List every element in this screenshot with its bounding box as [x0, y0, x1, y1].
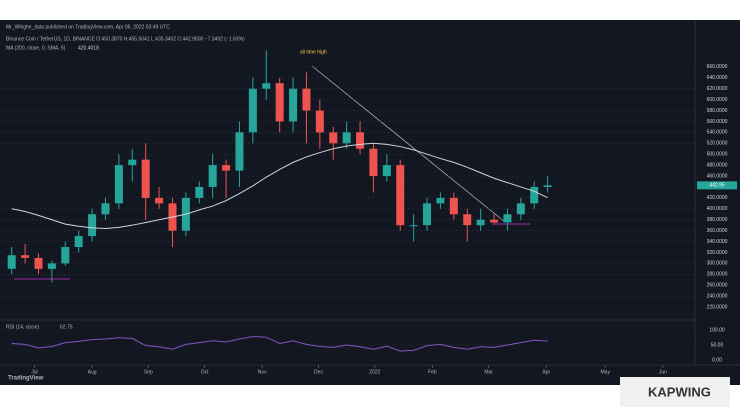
candle-body [356, 132, 365, 149]
candle-body [141, 159, 150, 198]
y-tick-label: 280.0000 [707, 272, 728, 278]
chart-background [0, 20, 740, 385]
x-tick-label: Jul [31, 369, 37, 375]
ma-line [11, 142, 548, 229]
candle-body [409, 225, 418, 227]
candle-body [114, 165, 123, 204]
x-tick-label: Dec [314, 369, 323, 375]
candle-body [235, 132, 244, 171]
watermark: KAPWING [648, 384, 711, 399]
candle-body [302, 88, 311, 111]
candle-body [101, 203, 110, 215]
chart-subtitle: Binance Coin / TetherUS, 1D, BINANCE O:4… [6, 36, 245, 42]
candle-body [208, 165, 217, 187]
y-tick-label: 600.0000 [707, 97, 728, 103]
y-tick-label: 240.0000 [707, 293, 728, 299]
last-price-box [697, 181, 737, 190]
candle-body [503, 214, 512, 223]
rsi-label: RSI (14, close) [6, 324, 39, 330]
y-tick-label: 340.0000 [707, 239, 728, 245]
candle-body [248, 88, 257, 133]
rsi-value: 62.75 [60, 324, 73, 330]
y-tick-label: 260.0000 [707, 283, 728, 289]
rsi-tick-label: 100.00 [709, 327, 725, 333]
y-tick-label: 540.0000 [707, 130, 728, 136]
x-tick-label: Jun [659, 369, 667, 375]
ma-value: 420.4018 [78, 45, 99, 51]
y-tick-label: 420.0000 [707, 195, 728, 201]
candle-body [315, 110, 324, 133]
x-tick-label: Aug [88, 369, 97, 375]
x-tick-label: Nov [258, 369, 267, 375]
candle-body [463, 214, 472, 226]
candle-body [342, 132, 351, 144]
candle-body [222, 165, 231, 171]
chart-title: Mr_Whighe_data published on TradingView.… [6, 24, 170, 30]
candle-body [7, 255, 16, 269]
y-tick-label: 660.0000 [707, 64, 728, 70]
candle-body [128, 159, 137, 166]
watermark-box [620, 377, 730, 407]
y-tick-label: 580.0000 [707, 108, 728, 114]
candle-body [262, 83, 271, 89]
y-tick-label: 560.0000 [707, 119, 728, 125]
candle-body [61, 247, 70, 264]
y-tick-label: 640.0000 [707, 75, 728, 81]
rsi-line [11, 336, 548, 352]
y-tick-label: 620.0000 [707, 86, 728, 92]
x-tick-label: Feb [428, 369, 437, 375]
candle-body [516, 203, 525, 215]
x-tick-label: May [601, 369, 611, 375]
candle-body [329, 132, 338, 144]
y-tick-label: 500.0000 [707, 152, 728, 158]
candle-body [490, 219, 499, 223]
candle-body [289, 88, 298, 122]
candle-body [369, 148, 378, 177]
y-tick-label: 300.0000 [707, 261, 728, 267]
annotation: all time high [300, 49, 327, 55]
y-tick-label: 520.0000 [707, 141, 728, 147]
candle-body [275, 83, 284, 122]
candle-body [396, 165, 405, 226]
x-tick-label: Apr [542, 369, 550, 375]
y-tick-label: 480.0000 [707, 162, 728, 168]
candle-body [74, 236, 83, 248]
candle-body [195, 186, 204, 198]
candle-body [476, 219, 485, 226]
ma-label: MA (200, close, 0, SMA, 5) [6, 45, 66, 51]
x-tick-label: 2022 [369, 369, 380, 375]
candle-body [88, 214, 97, 237]
y-tick-label: 460.0000 [707, 173, 728, 179]
x-tick-label: Mar [484, 369, 493, 375]
x-tick-label: Oct [201, 369, 209, 375]
candle-body [423, 203, 432, 226]
candle-body [530, 186, 539, 204]
y-tick-label: 360.0000 [707, 228, 728, 234]
candle-body [155, 197, 164, 204]
y-tick-label: 320.0000 [707, 250, 728, 256]
brand: TradingView [8, 376, 44, 382]
last-price-label: 442.95 [709, 183, 725, 189]
y-tick-label: 220.0000 [707, 304, 728, 310]
y-tick-label: 400.0000 [707, 206, 728, 212]
trend-line [311, 65, 506, 223]
candle-body [382, 165, 391, 177]
candle-body [34, 257, 43, 269]
candle-body [449, 197, 458, 215]
candle-body [47, 263, 56, 269]
y-tick-label: 380.0000 [707, 217, 728, 223]
candle-body [21, 255, 30, 258]
candle-body [543, 185, 552, 187]
candle-body [436, 197, 445, 204]
x-tick-label: Sep [144, 369, 153, 375]
rsi-tick-label: 0.00 [712, 357, 722, 363]
rsi-tick-label: 50.00 [711, 342, 724, 348]
